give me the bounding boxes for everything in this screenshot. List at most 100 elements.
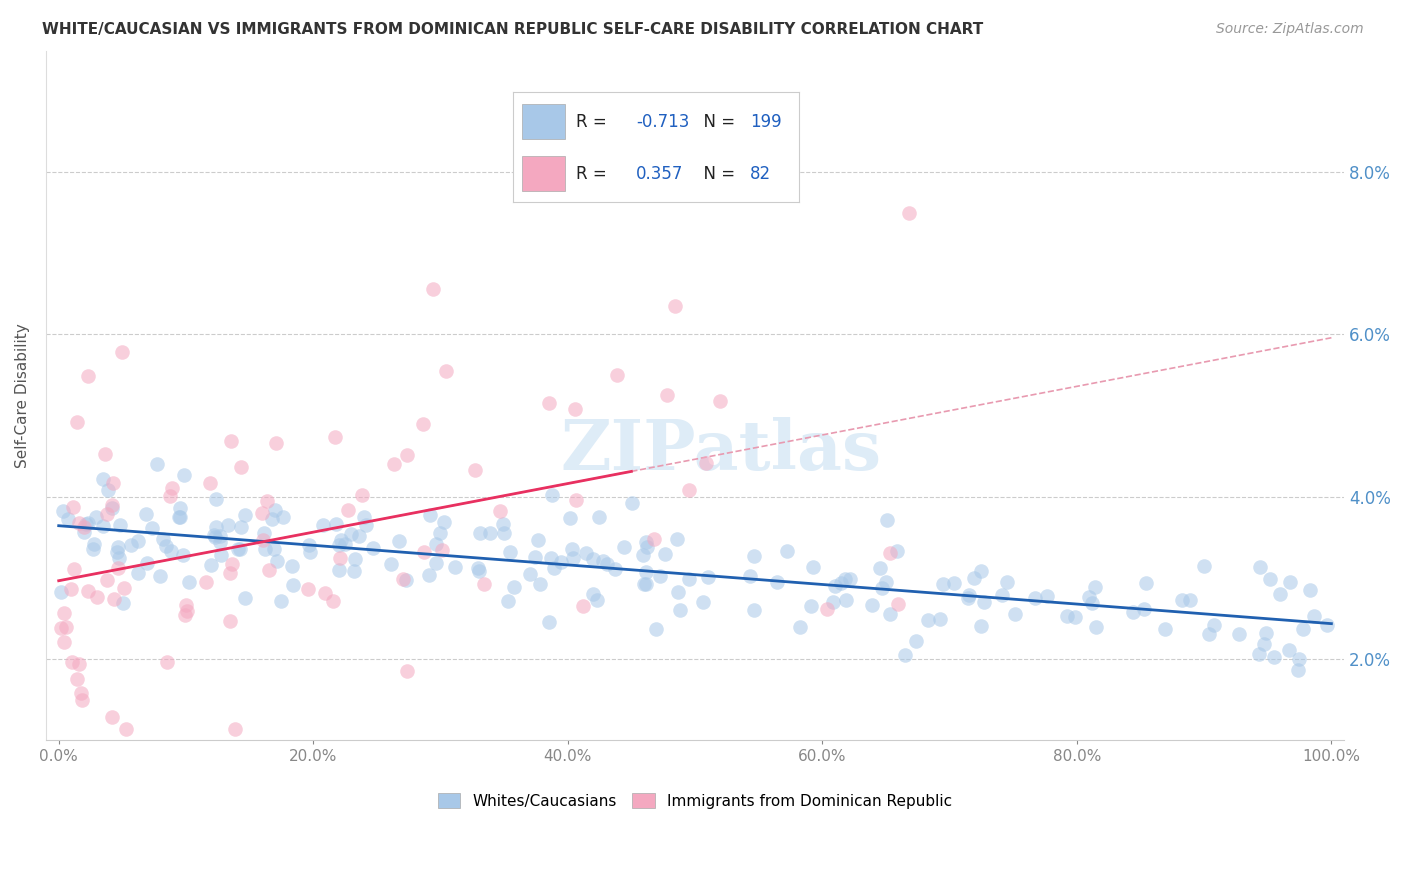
Point (538, 615, 561, 629)
Point (540, 550, 562, 565)
Point (1078, 591, 1101, 605)
Point (886, 544, 908, 558)
Point (101, 498, 124, 512)
Point (943, 576, 966, 591)
Point (380, 557, 402, 571)
Point (323, 430, 346, 444)
Point (250, 506, 273, 520)
Point (96, 573, 118, 587)
Point (621, 496, 644, 510)
Point (464, 463, 486, 477)
Point (742, 603, 765, 617)
Point (328, 538, 350, 552)
Point (875, 574, 897, 589)
Point (361, 541, 384, 555)
Point (876, 513, 898, 527)
Point (776, 544, 799, 558)
Point (387, 534, 409, 549)
Point (1004, 607, 1026, 622)
Point (543, 560, 565, 574)
Point (160, 544, 183, 558)
Point (582, 587, 605, 601)
Point (664, 299, 686, 313)
Point (1249, 559, 1271, 574)
Point (70, 693, 93, 707)
Point (101, 500, 124, 515)
Point (120, 538, 142, 552)
Point (107, 561, 129, 575)
Point (202, 527, 225, 541)
Point (91, 472, 114, 486)
Point (254, 542, 277, 557)
Point (55, 620, 77, 634)
Point (561, 551, 583, 566)
Point (917, 613, 939, 627)
Point (678, 572, 700, 586)
Point (297, 582, 319, 597)
Point (194, 575, 217, 590)
Point (174, 607, 197, 622)
Point (561, 541, 583, 556)
Point (468, 525, 491, 540)
Point (1084, 581, 1107, 595)
Point (468, 565, 491, 579)
Point (266, 436, 288, 450)
Point (564, 402, 586, 417)
Point (262, 511, 284, 525)
Point (392, 572, 415, 586)
Point (502, 580, 524, 594)
Point (70, 686, 93, 700)
Point (1154, 622, 1177, 636)
Point (444, 560, 467, 574)
Point (224, 722, 246, 736)
Point (336, 503, 359, 517)
Point (879, 546, 901, 560)
Point (499, 545, 522, 559)
Point (208, 535, 231, 549)
Point (634, 566, 657, 580)
Point (709, 394, 731, 409)
Point (235, 591, 257, 605)
Point (419, 508, 441, 523)
Point (111, 345, 134, 359)
Point (928, 612, 950, 626)
Point (824, 579, 846, 593)
Point (77, 584, 100, 599)
Point (322, 594, 344, 608)
Point (66, 415, 89, 429)
Point (990, 589, 1012, 603)
Point (869, 561, 891, 575)
Point (496, 594, 519, 608)
Point (467, 561, 489, 575)
Point (665, 532, 688, 546)
Point (298, 538, 321, 552)
Point (159, 489, 181, 503)
Point (434, 364, 457, 378)
Point (815, 602, 838, 616)
Point (1198, 627, 1220, 641)
Point (1263, 650, 1285, 665)
Point (879, 607, 901, 622)
Point (107, 540, 129, 554)
Point (957, 588, 980, 602)
Point (94, 447, 117, 461)
Point (51, 585, 73, 599)
Point (266, 553, 288, 567)
Point (565, 493, 588, 508)
Point (200, 476, 222, 491)
Point (328, 563, 350, 577)
Point (76, 369, 98, 384)
Point (523, 549, 546, 564)
Point (430, 542, 453, 557)
Point (1202, 618, 1225, 632)
Point (1249, 648, 1271, 662)
Point (654, 547, 676, 561)
Point (995, 574, 1018, 589)
Point (963, 571, 986, 585)
Point (645, 622, 668, 636)
Point (174, 599, 197, 613)
Point (395, 664, 418, 678)
Point (1135, 575, 1157, 590)
Point (550, 555, 572, 569)
Legend: Whites/Caucasians, Immigrants from Dominican Republic: Whites/Caucasians, Immigrants from Domin… (432, 787, 959, 814)
